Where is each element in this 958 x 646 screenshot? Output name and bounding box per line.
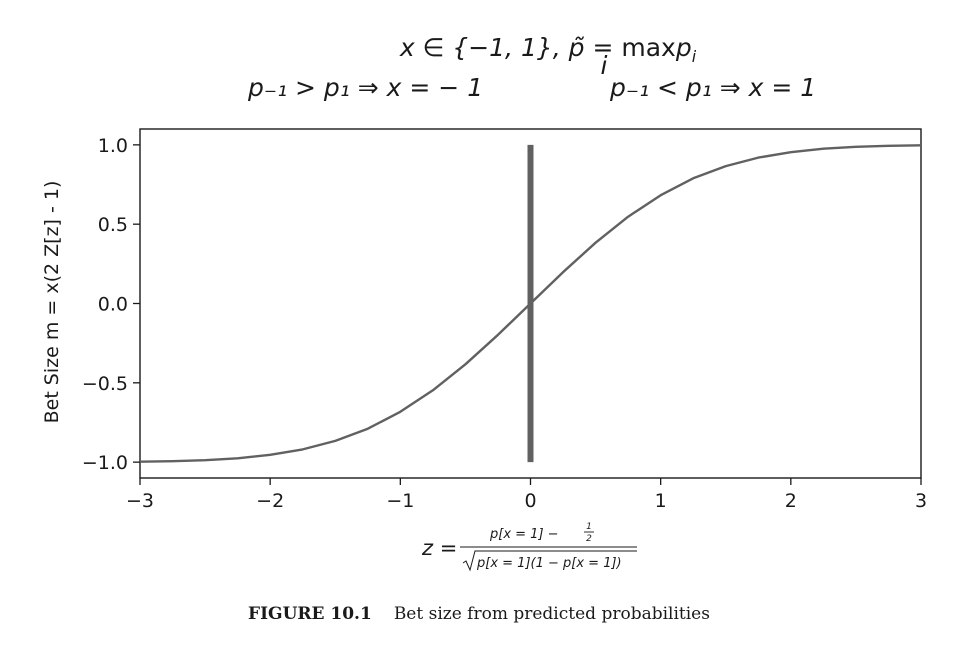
x-tick-label: 2 bbox=[785, 490, 797, 512]
x-label-sqrt-sign bbox=[462, 550, 637, 572]
y-tick-label: −1.0 bbox=[82, 452, 128, 474]
title-line-2-right: p₋₁ < p₁ ⇒ x = 1 bbox=[609, 73, 816, 102]
x-label-half-numerator: 1 bbox=[586, 522, 592, 532]
figure-caption: FIGURE 10.1 Bet size from predicted proba… bbox=[0, 604, 958, 624]
y-axis-label: Bet Size m = x(2 Z[z] - 1) bbox=[41, 181, 63, 424]
title-max-subscript: i bbox=[601, 51, 608, 80]
x-tick-label: −3 bbox=[126, 490, 154, 512]
x-label-numerator: p[x = 1] − bbox=[489, 527, 559, 542]
figure-number: FIGURE 10.1 bbox=[248, 604, 372, 624]
y-tick-label: 1.0 bbox=[98, 135, 128, 157]
y-axis-ticks: 1.0 0.5 0.0 −0.5 −1.0 bbox=[82, 135, 140, 474]
title-line-1: x ∈ {−1, 1}, p̃ = maxpi bbox=[399, 33, 697, 66]
title-pi-text: p bbox=[675, 33, 692, 62]
x-tick-label: 1 bbox=[655, 490, 667, 512]
x-tick-label: −1 bbox=[386, 490, 414, 512]
x-label-half-denominator: 2 bbox=[586, 534, 592, 544]
x-tick-label: 3 bbox=[915, 490, 927, 512]
y-tick-label: 0.5 bbox=[98, 214, 128, 236]
x-axis-ticks: −3 −2 −1 0 1 2 3 bbox=[126, 478, 927, 512]
y-tick-label: −0.5 bbox=[82, 373, 128, 395]
figure-caption-text: Bet size from predicted probabilities bbox=[393, 604, 710, 624]
series-layer bbox=[139, 144, 922, 463]
bet-size-chart: x ∈ {−1, 1}, p̃ = maxpi i p₋₁ > p₁ ⇒ x =… bbox=[41, 33, 927, 572]
title-pi-subscript: i bbox=[692, 47, 697, 66]
x-label-lhs: z = bbox=[421, 536, 457, 560]
x-tick-label: −2 bbox=[256, 490, 284, 512]
title-max-text: max bbox=[621, 33, 675, 62]
x-label-denominator: p[x = 1](1 − p[x = 1]) bbox=[476, 556, 622, 571]
title-line-2-left: p₋₁ > p₁ ⇒ x = − 1 bbox=[247, 73, 483, 102]
x-axis-label: z = p[x = 1] − 1 2 p[x = 1](1 − p[x = 1]… bbox=[421, 522, 637, 572]
title-ptilde-text: p̃ = bbox=[568, 33, 622, 62]
title-set-text: x ∈ {−1, 1}, bbox=[399, 33, 569, 62]
y-tick-label: 0.0 bbox=[98, 294, 128, 316]
x-tick-label: 0 bbox=[524, 490, 536, 512]
